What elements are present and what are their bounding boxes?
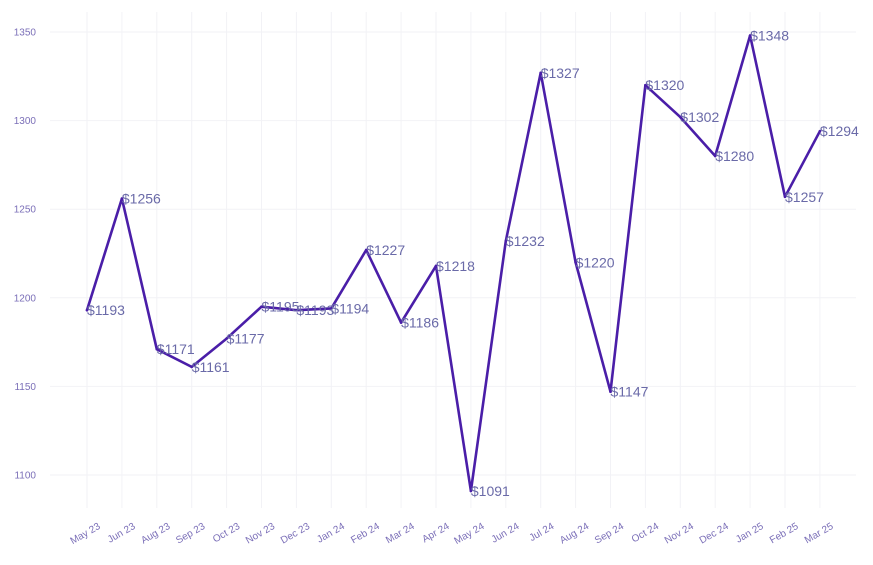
data-point: [190, 365, 193, 369]
data-label: $1327: [541, 65, 580, 81]
x-tick-label: May 23: [69, 521, 103, 547]
data-point: [330, 307, 333, 310]
data-label: $1302: [680, 109, 719, 125]
data-label: $1091: [471, 483, 510, 499]
data-label: $1218: [436, 258, 475, 274]
x-tick-label: Apr 24: [420, 521, 451, 545]
gridlines: [50, 12, 856, 508]
y-axis: 1100 1150 1200 1250 1300 1350: [14, 28, 37, 482]
data-label: $1257: [785, 189, 824, 205]
y-tick-label: 1150: [14, 382, 36, 393]
data-point: [399, 321, 403, 324]
x-tick-label: Sep 23: [174, 521, 207, 547]
data-point: [748, 34, 752, 37]
data-point: [364, 248, 368, 252]
data-label: $1186: [401, 315, 439, 331]
data-point: [225, 337, 228, 340]
data-label: $1195: [262, 299, 300, 315]
x-tick-label: Dec 24: [698, 521, 731, 547]
data-point: [295, 308, 298, 312]
y-tick-label: 1300: [14, 116, 37, 127]
data-labels: $1193$1256$1171$1161$1177$1195$1193$1194…: [87, 28, 859, 499]
x-tick-label: Jul 24: [528, 521, 557, 544]
data-point: [155, 347, 159, 351]
x-tick-label: Oct 24: [630, 521, 661, 545]
x-tick-label: Feb 25: [768, 521, 801, 546]
data-label: $1256: [122, 191, 161, 207]
y-tick-label: 1250: [14, 205, 37, 216]
data-point: [434, 264, 438, 268]
data-label: $1177: [227, 331, 265, 347]
data-label: $1161: [192, 359, 230, 375]
series-line-price: [85, 34, 822, 493]
data-label: $1280: [715, 148, 754, 164]
data-point: [539, 71, 542, 75]
data-label: $1171: [157, 341, 195, 357]
x-tick-label: Sep 24: [593, 521, 626, 547]
x-tick-label: Jun 23: [106, 521, 138, 546]
x-tick-label: Mar 25: [803, 521, 836, 546]
data-label: $1147: [611, 384, 649, 400]
data-label: $1193: [87, 302, 125, 318]
series-layer: [85, 34, 822, 493]
data-label: $1194: [331, 300, 369, 316]
data-point: [504, 239, 508, 243]
data-label: $1320: [645, 77, 684, 93]
data-point: [713, 154, 717, 158]
data-label: $1294: [820, 123, 859, 139]
data-point: [644, 83, 647, 87]
data-point: [469, 489, 473, 493]
data-label: $1193: [296, 302, 334, 318]
x-tick-label: May 24: [452, 521, 486, 547]
data-label: $1348: [750, 28, 789, 44]
data-point: [120, 197, 124, 200]
x-tick-label: Aug 23: [139, 521, 172, 547]
x-axis: May 23 Jun 23 Aug 23 Sep 23 Oct 23 Nov 23 Dec …: [69, 521, 836, 547]
data-label: $1227: [366, 242, 405, 258]
data-point: [260, 305, 263, 308]
data-label: $1220: [576, 254, 615, 270]
y-tick-label: 1350: [14, 28, 37, 39]
data-point: [609, 390, 612, 394]
data-label: $1232: [506, 233, 545, 249]
x-tick-label: Mar 24: [384, 521, 417, 546]
x-tick-label: Aug 24: [558, 521, 591, 547]
x-tick-label: Jan 24: [315, 521, 347, 546]
y-tick-label: 1200: [14, 293, 37, 304]
x-tick-label: Oct 23: [211, 521, 242, 545]
data-point: [574, 261, 577, 264]
x-tick-label: Dec 23: [279, 521, 312, 547]
data-point: [85, 308, 89, 312]
data-point: [783, 195, 787, 199]
data-point: [818, 129, 822, 133]
y-tick-label: 1100: [14, 471, 36, 482]
x-tick-label: Jan 25: [734, 521, 766, 546]
x-tick-label: Nov 23: [244, 521, 277, 547]
data-point: [679, 115, 682, 119]
x-tick-label: Feb 24: [349, 521, 382, 546]
x-tick-label: Nov 24: [663, 521, 696, 547]
x-tick-label: Jun 24: [490, 521, 522, 546]
